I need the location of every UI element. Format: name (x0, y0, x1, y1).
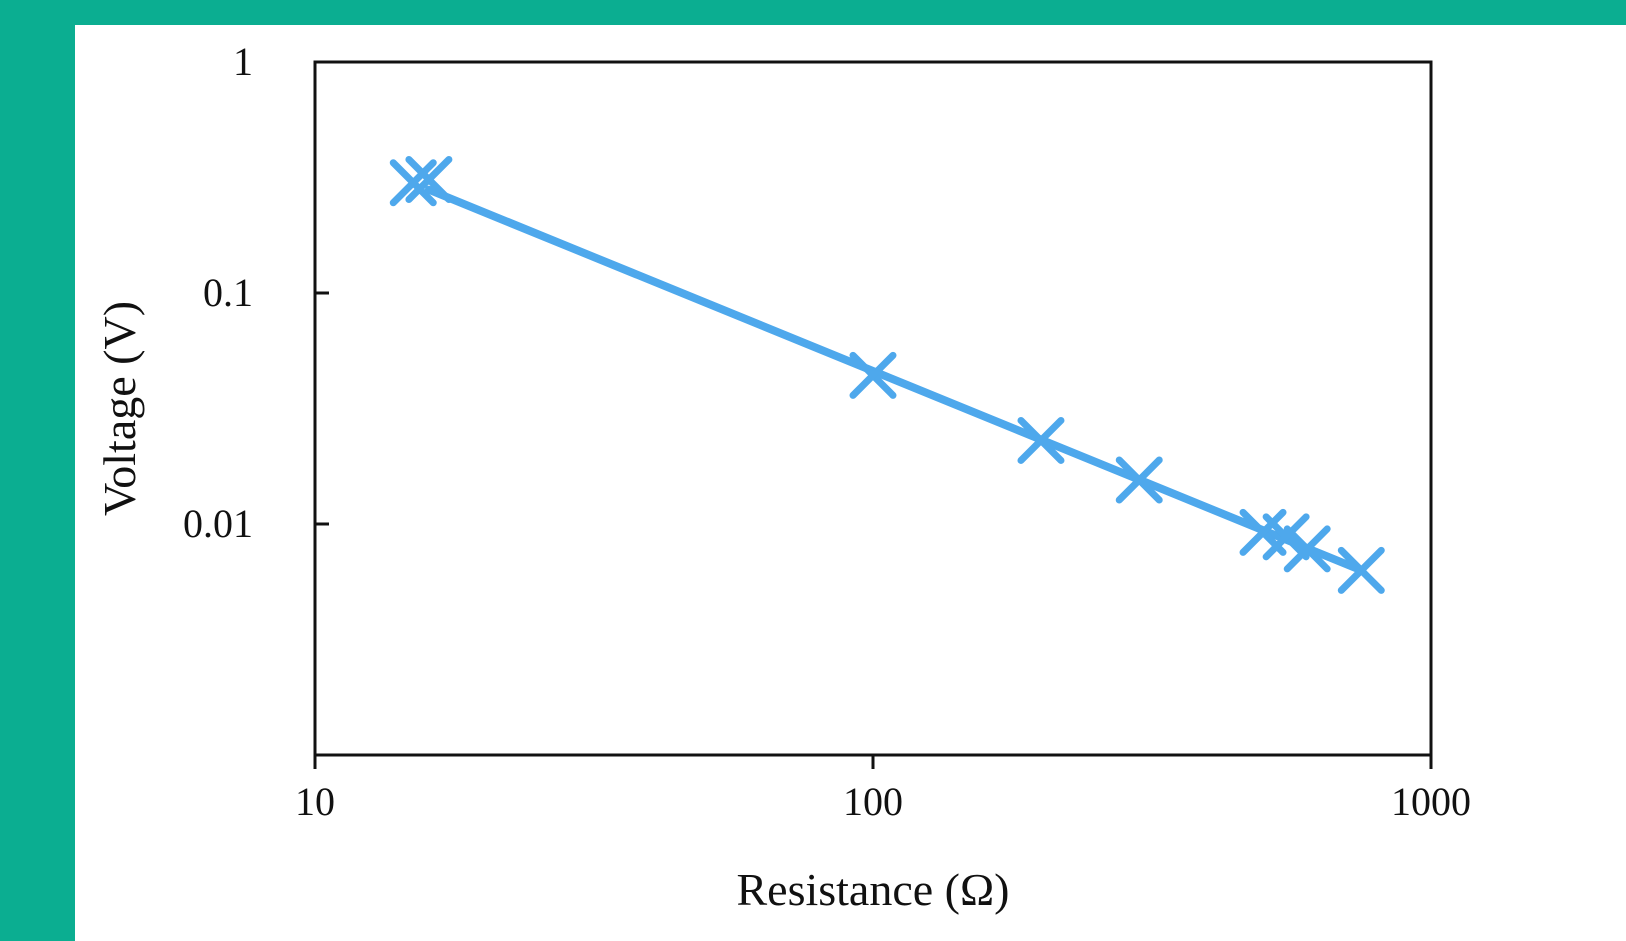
data-point-marker (1017, 416, 1065, 464)
data-point-marker (1283, 525, 1331, 573)
voltage-resistance-chart: 10 100 1000 1 0.1 0.01 Resistance (Ω) Voltage (… (94, 39, 1471, 915)
trend-line (424, 185, 1366, 575)
chart-panel: 10 100 1000 1 0.1 0.01 Resistance (Ω) Voltage (… (75, 25, 1626, 941)
plot-frame (313, 60, 1433, 757)
data-point-marker (1115, 456, 1163, 504)
data-point-marker (389, 159, 437, 207)
data-point-marker (1262, 513, 1310, 561)
data-point-marker (1337, 546, 1385, 594)
marker-stroke (1239, 508, 1287, 556)
y-axis-label: Voltage (V) (94, 301, 145, 516)
data-point-marker (849, 351, 897, 399)
x-tick-label-1: 100 (843, 779, 903, 824)
y-tick-label-1: 0.1 (203, 270, 253, 315)
x-tick-label-2: 1000 (1391, 779, 1471, 824)
y-tick-label-2: 0.01 (183, 501, 253, 546)
x-tick-label-0: 10 (295, 779, 335, 824)
x-axis-label: Resistance (Ω) (736, 864, 1009, 915)
marker-stroke (1262, 513, 1310, 561)
marker-stroke (1283, 525, 1331, 573)
marker-stroke (1337, 546, 1385, 594)
marker-stroke (389, 159, 437, 207)
marker-stroke (849, 351, 897, 399)
marker-stroke (1017, 416, 1065, 464)
marker-stroke (405, 155, 453, 203)
data-point-marker (405, 155, 453, 203)
y-tick-label-0: 1 (233, 39, 253, 84)
marker-stroke (1115, 456, 1163, 504)
